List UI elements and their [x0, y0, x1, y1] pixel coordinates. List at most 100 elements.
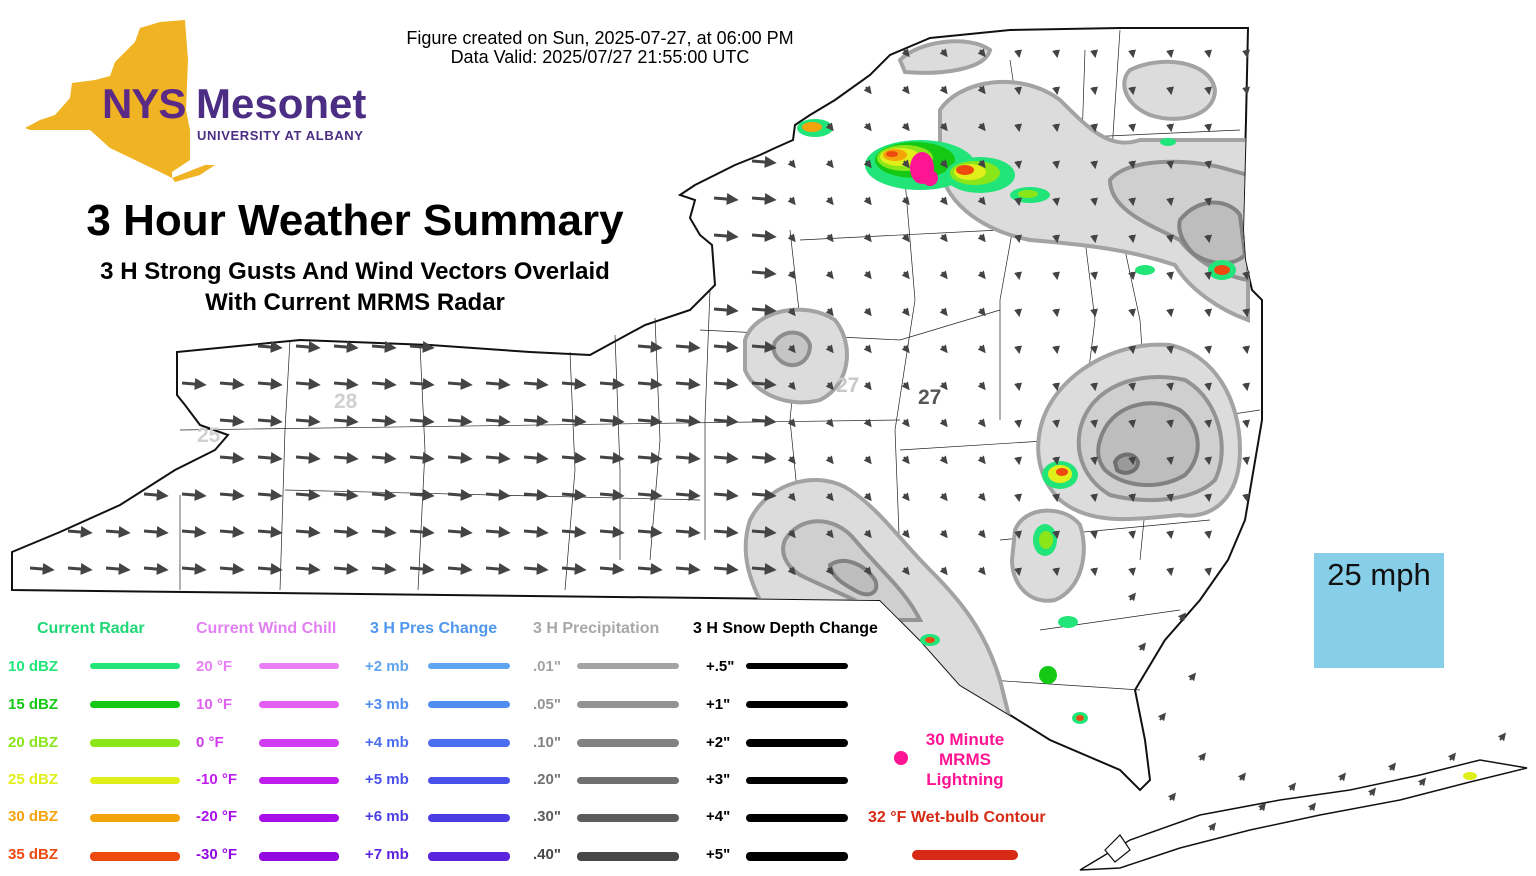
- wind-vector: [181, 563, 207, 576]
- wind-vector: [447, 489, 473, 502]
- wind-vector: [485, 378, 511, 391]
- wind-vector: [637, 452, 663, 465]
- wind-vector: [675, 526, 701, 539]
- wind-vector: [1128, 345, 1136, 355]
- wind-vector: [219, 489, 245, 502]
- wind-vector: [787, 381, 796, 391]
- legend-item-line: [746, 852, 848, 861]
- wind-vector: [219, 415, 245, 428]
- wind-vector: [977, 122, 986, 132]
- wind-vector: [901, 529, 910, 539]
- wind-vector: [1242, 456, 1250, 466]
- wind-vector: [1417, 777, 1426, 787]
- wind-vector: [1090, 345, 1098, 355]
- wind-vector: [825, 307, 834, 317]
- wind-vector: [637, 563, 663, 576]
- wind-vector: [1014, 456, 1022, 466]
- wind-vector: [409, 341, 435, 354]
- wind-vector: [1128, 234, 1136, 244]
- wind-vector: [713, 230, 739, 243]
- wind-vector: [1242, 308, 1250, 318]
- wind-vector: [295, 341, 321, 354]
- legend-item-line: [577, 739, 679, 747]
- lightning-legend-label: 30 Minute MRMS Lightning: [925, 730, 1005, 789]
- data-valid-text: Data Valid: 2025/07/27 21:55:00 UTC: [450, 47, 750, 67]
- wind-vector: [901, 270, 910, 280]
- wind-vector: [485, 452, 511, 465]
- wind-vector: [1166, 86, 1174, 96]
- wind-vector: [939, 270, 948, 280]
- wind-vector: [1090, 160, 1098, 170]
- legend-item-label: 15 dBZ: [8, 696, 59, 713]
- wind-vector: [1166, 160, 1174, 170]
- contour-label: 27: [836, 374, 860, 397]
- wind-vector: [1337, 772, 1346, 782]
- wind-vector: [637, 341, 663, 354]
- legend-item-line: [90, 852, 180, 861]
- wind-vector: [1128, 493, 1136, 503]
- wind-vector: [371, 563, 397, 576]
- wind-vector: [1014, 567, 1022, 577]
- wind-vector: [1204, 493, 1212, 503]
- wind-vector: [409, 563, 435, 576]
- subtitle-line1: 3 H Strong Gusts And Wind Vectors Overla…: [100, 258, 610, 285]
- wind-vector: [333, 452, 359, 465]
- wind-vector: [637, 526, 663, 539]
- wind-vector: [825, 529, 834, 539]
- wind-vector: [637, 489, 663, 502]
- wind-vector: [1207, 822, 1216, 832]
- wind-vector: [1367, 787, 1376, 797]
- page-title: 3 Hour Weather Summary: [86, 196, 624, 245]
- wind-vector: [447, 415, 473, 428]
- legend-item-label: .01": [533, 658, 561, 675]
- wind-vector: [1090, 197, 1098, 207]
- wind-vector: [825, 455, 834, 465]
- legend-item-line: [428, 663, 510, 669]
- wind-vector: [1090, 530, 1098, 540]
- legend-item-label: -10 °F: [196, 771, 238, 788]
- wind-vector: [599, 415, 625, 428]
- wind-vector: [333, 341, 359, 354]
- wind-vector: [67, 526, 93, 539]
- legend-item-line: [428, 776, 510, 785]
- wind-vector: [1204, 345, 1212, 355]
- wind-vector: [1014, 308, 1022, 318]
- wind-vector: [1166, 271, 1174, 281]
- legend-item-label: +4 mb: [365, 734, 409, 751]
- wind-vector: [751, 378, 777, 391]
- wind-vector: [939, 233, 948, 243]
- wind-vector: [143, 489, 169, 502]
- wind-vector: [977, 529, 986, 539]
- wind-vector: [901, 48, 910, 58]
- wind-vector: [257, 526, 283, 539]
- logo-university: UNIVERSITY AT ALBANY: [197, 128, 364, 143]
- wind-vector: [1177, 612, 1186, 622]
- wind-vector: [1014, 345, 1022, 355]
- wind-vector: [1128, 567, 1136, 577]
- legend-item-line: [577, 813, 679, 823]
- wind-vector: [825, 344, 834, 354]
- wind-vector: [977, 85, 986, 95]
- wind-vector: [29, 563, 55, 576]
- wind-vector: [977, 492, 986, 502]
- legend-item-label: +2 mb: [365, 658, 409, 675]
- wind-vector: [1128, 382, 1136, 392]
- wind-vector: [901, 344, 910, 354]
- wind-vector: [1014, 123, 1022, 133]
- wind-vector: [675, 563, 701, 576]
- wind-vector: [1204, 234, 1212, 244]
- wind-scale-label: 25 mph: [1327, 557, 1431, 592]
- wind-vector: [523, 489, 549, 502]
- wind-vector: [787, 344, 796, 354]
- wind-vector: [1204, 567, 1212, 577]
- legend-item-label: +5": [706, 846, 731, 863]
- wind-vector: [1137, 642, 1146, 652]
- wind-vector: [1052, 345, 1060, 355]
- legend-title-snow: 3 H Snow Depth Change: [693, 620, 878, 637]
- legend-item-line: [428, 852, 510, 861]
- legend-item-line: [746, 776, 848, 785]
- wind-vector: [561, 563, 587, 576]
- wind-vector: [939, 455, 948, 465]
- wind-vector: [1128, 308, 1136, 318]
